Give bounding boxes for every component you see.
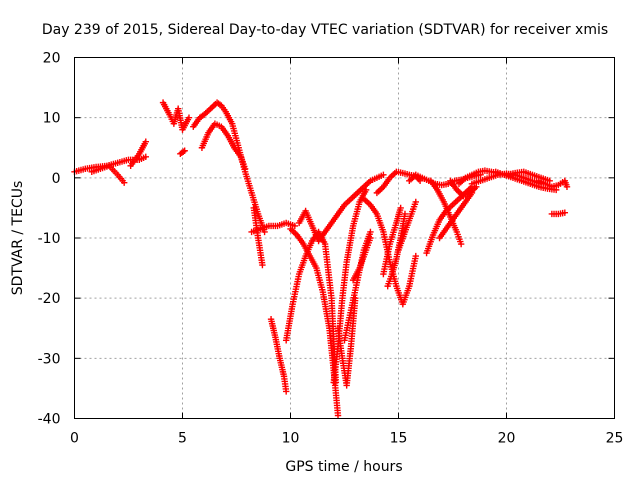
data-point	[362, 186, 370, 194]
x-tick-label: 25	[606, 431, 624, 447]
data-point	[367, 228, 374, 236]
y-tick-label: -10	[38, 231, 61, 247]
data-point	[142, 153, 149, 160]
chart-title: Day 239 of 2015, Sidereal Day-to-day VTE…	[42, 22, 608, 38]
data-point	[367, 234, 374, 242]
data-point	[563, 183, 571, 191]
x-tick-label: 5	[178, 431, 187, 447]
x-tick-label: 15	[390, 431, 408, 447]
data-points	[71, 99, 571, 419]
data-point	[142, 138, 149, 145]
x-tick-label: 0	[70, 431, 79, 447]
data-point	[380, 171, 387, 179]
y-tick-label: 20	[43, 51, 61, 67]
y-tick-label: 0	[52, 171, 61, 187]
data-point	[282, 388, 290, 395]
data-point	[241, 165, 249, 173]
grid-lines	[74, 57, 615, 419]
y-axis-label: SDTVAR / TECUs	[10, 181, 26, 296]
data-point	[259, 261, 266, 269]
axis-ticks	[74, 57, 615, 419]
data-point	[185, 114, 193, 121]
y-tick-label: -40	[38, 412, 61, 428]
data-point	[412, 198, 419, 206]
data-point	[457, 240, 465, 248]
x-tick-label: 20	[498, 431, 516, 447]
x-axis-label: GPS time / hours	[285, 459, 402, 475]
y-tick-label: -20	[38, 291, 61, 307]
x-tick-label: 10	[282, 431, 300, 447]
data-point	[561, 209, 569, 216]
y-tick-label: 10	[43, 111, 61, 127]
data-point	[291, 222, 299, 230]
data-point	[181, 147, 188, 154]
tick-labels: 0 5 10 15 20 25 -40 -30 -20 -10 0 10 20	[38, 51, 624, 447]
data-point	[120, 179, 128, 186]
data-point	[334, 412, 342, 419]
data-point	[412, 252, 419, 260]
data-point	[397, 204, 404, 212]
y-tick-label: -30	[38, 351, 61, 367]
data-point	[401, 210, 409, 218]
